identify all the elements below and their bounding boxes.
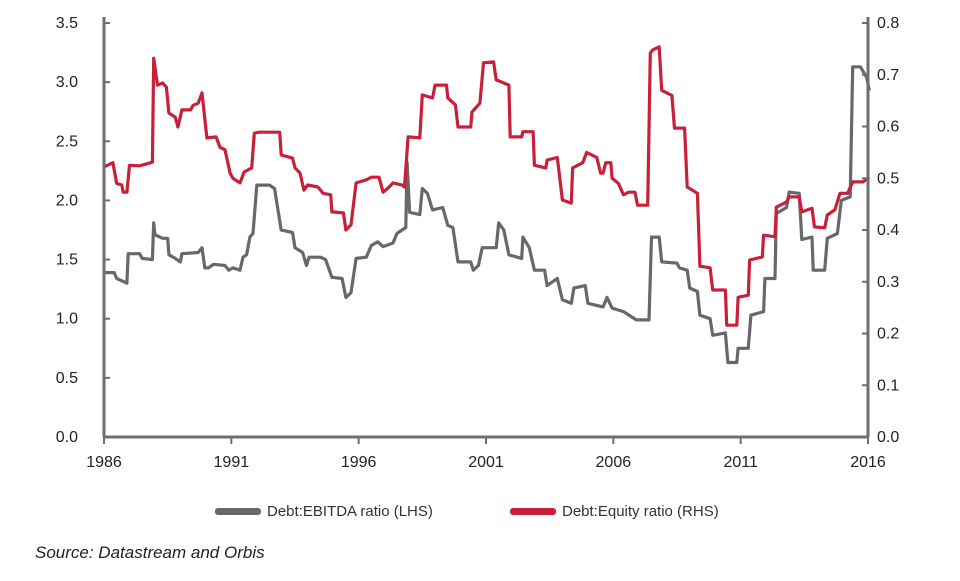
series-line-debt-equity xyxy=(103,45,871,327)
left-y-tick-label: 0.0 xyxy=(56,429,78,446)
left-y-tick-label: 3.0 xyxy=(56,74,78,91)
x-tick-label: 2006 xyxy=(596,454,632,471)
right-y-tick-label: 0.3 xyxy=(877,274,899,291)
left-y-tick-label: 1.0 xyxy=(56,311,78,328)
legend-label: Debt:Equity ratio (RHS) xyxy=(562,503,719,520)
right-y-tick-label: 0.2 xyxy=(877,326,899,343)
right-y-tick-label: 0.7 xyxy=(877,67,899,84)
left-y-tick-label: 3.5 xyxy=(56,15,78,32)
legend-swatch-gray xyxy=(215,508,261,515)
x-tick-label: 2001 xyxy=(468,454,504,471)
x-tick-label: 1991 xyxy=(214,454,250,471)
series-line-debt-ebitda xyxy=(104,65,871,365)
x-tick-label: 1986 xyxy=(86,454,122,471)
source-note: Source: Datastream and Orbis xyxy=(35,543,265,562)
x-tick-label: 1996 xyxy=(341,454,377,471)
x-tick-label: 2016 xyxy=(850,454,886,471)
right-y-tick-label: 0.1 xyxy=(877,377,899,394)
legend-swatch-red xyxy=(510,508,556,515)
legend-item-debt-ebitda: Debt:EBITDA ratio (LHS) xyxy=(215,503,433,520)
dual-axis-line-chart: 0.0 0.5 1.0 1.5 2.0 2.5 3.0 3.5 0.0 0.1 0.2 0.3 0.4 0… xyxy=(56,15,900,471)
x-tick-label: 2011 xyxy=(723,454,758,471)
left-y-tick-label: 2.5 xyxy=(56,133,78,150)
left-y-tick-label: 0.5 xyxy=(56,370,78,387)
right-y-tick-label: 0.6 xyxy=(877,119,899,136)
right-y-tick-label: 0.4 xyxy=(877,222,899,239)
right-y-tick-label: 0.0 xyxy=(877,429,899,446)
left-y-tick-label: 2.0 xyxy=(56,192,78,209)
left-y-tick-label: 1.5 xyxy=(56,252,78,269)
legend-label: Debt:EBITDA ratio (LHS) xyxy=(267,503,433,520)
right-y-tick-label: 0.8 xyxy=(877,15,899,32)
legend-item-debt-equity: Debt:Equity ratio (RHS) xyxy=(510,503,719,520)
right-y-tick-label: 0.5 xyxy=(877,170,899,187)
